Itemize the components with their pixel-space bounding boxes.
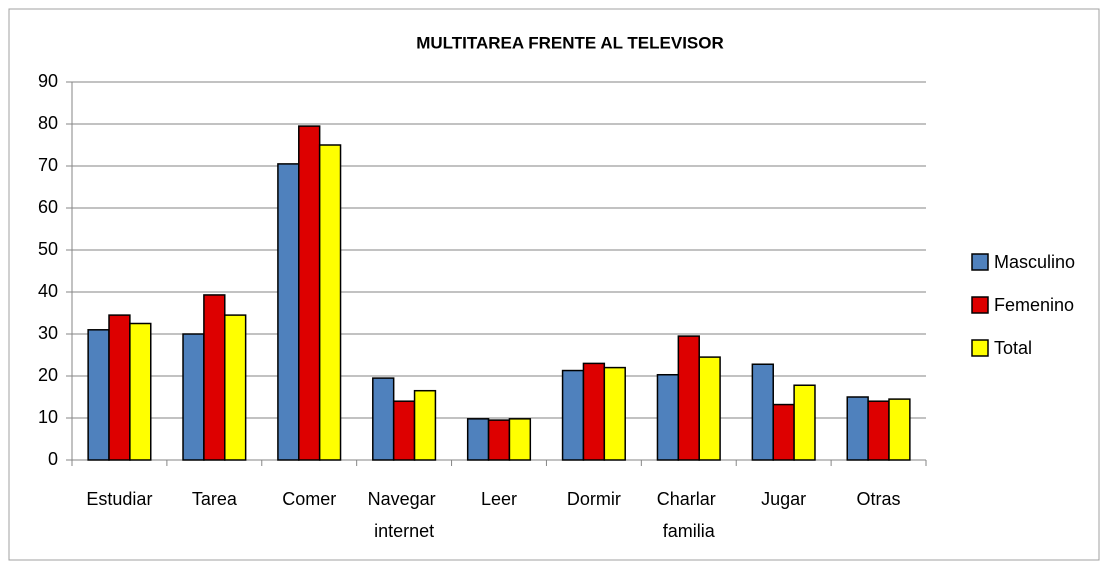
bar [87,329,110,461]
y-tick-label: 10 [38,407,58,427]
x-tick-label: Navegar internet [368,489,441,541]
bar [888,398,911,461]
bar [772,403,795,461]
bar [298,125,321,461]
x-tick-label: Dormir [567,489,621,509]
chart-title: MULTITAREA FRENTE AL TELEVISOR [416,33,724,52]
x-tick-label-line: Navegar [368,489,441,509]
bar [277,163,300,461]
bar [508,418,532,461]
y-tick-label: 70 [38,155,58,175]
bar [677,335,700,461]
bar [392,400,416,461]
y-tick-label: 60 [38,197,58,217]
y-tick-label: 30 [38,323,58,343]
legend-label: Femenino [994,295,1074,315]
bar [466,418,490,461]
bar [867,400,890,461]
bar [182,333,205,461]
y-tick-label: 90 [38,71,58,91]
bar [793,384,816,461]
bar [203,294,226,461]
x-tick-label: Tarea [192,489,238,509]
legend-swatch [971,339,989,357]
x-tick-label: Estudiar [86,489,152,509]
legend-label: Masculino [994,252,1075,272]
bar [656,373,680,461]
bar [318,144,342,461]
x-tick-label-line: internet [374,521,434,541]
bar [372,377,395,461]
bar [603,366,626,461]
legend-label: Total [994,338,1032,358]
bar [108,314,131,461]
legend-swatch [971,253,989,271]
y-tick-label: 50 [38,239,58,259]
x-tick-label: Jugar [761,489,806,509]
x-tick-label: Charlar familia [657,489,721,541]
x-tick-label-line: Charlar [657,489,721,509]
legend-swatch [971,296,989,314]
chart-border [8,8,1100,561]
x-tick-label: Otras [857,489,901,509]
y-tick-label: 80 [38,113,58,133]
bar [487,419,511,461]
bar [224,314,247,461]
bar [413,389,437,461]
y-tick-label: 20 [38,365,58,385]
x-tick-label: Leer [481,489,517,509]
x-tick-label-line: familia [663,521,716,541]
y-tick-label: 0 [48,449,58,469]
x-tick-label: Comer [282,489,336,509]
bar [751,363,774,461]
y-tick-label: 40 [38,281,58,301]
bar [582,362,606,461]
bar [698,356,721,461]
bar [129,322,152,461]
bar [561,369,585,461]
bar [846,396,869,461]
